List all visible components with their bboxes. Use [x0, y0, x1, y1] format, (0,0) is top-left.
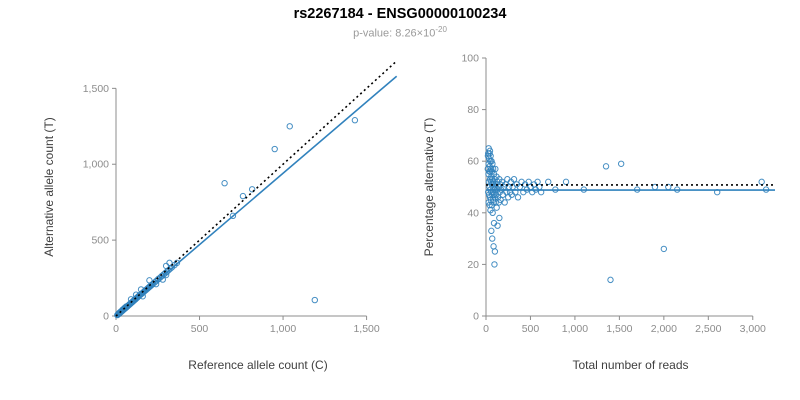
svg-text:1,000: 1,000: [83, 159, 109, 171]
svg-text:2,500: 2,500: [695, 323, 721, 335]
right-x-axis-label: Total number of reads: [572, 358, 689, 372]
svg-text:1,500: 1,500: [83, 83, 109, 95]
svg-text:1,500: 1,500: [606, 323, 632, 335]
svg-text:0: 0: [113, 323, 119, 335]
svg-text:500: 500: [522, 323, 540, 335]
svg-text:0: 0: [103, 311, 109, 323]
svg-text:0: 0: [473, 311, 479, 323]
right-scatter-plot: 0 500 1,000 1,500 2,000 2,500 3,000 0 20 40 60 80 10…: [461, 53, 775, 335]
svg-text:1,500: 1,500: [353, 323, 379, 335]
svg-text:100: 100: [461, 53, 479, 65]
left-x-axis-label: Reference allele count (C): [188, 358, 328, 372]
pvalue-exponent: -20: [435, 25, 447, 34]
left-scatter-plot: 0 500 1,000 1,500 0 500 1,000 1,500: [83, 60, 398, 335]
svg-text:1,000: 1,000: [562, 323, 588, 335]
svg-text:500: 500: [91, 235, 109, 247]
right-y-axis-label: Percentage alternative (T): [422, 117, 436, 257]
svg-text:500: 500: [191, 323, 209, 335]
svg-text:1,000: 1,000: [270, 323, 296, 335]
svg-text:3,000: 3,000: [740, 323, 766, 335]
chart-title: rs2267184 - ENSG00000100234: [293, 6, 507, 22]
svg-text:60: 60: [467, 156, 479, 168]
svg-text:80: 80: [467, 104, 479, 116]
chart-subtitle: p-value: 8.26×10-20: [0, 25, 800, 40]
pvalue-text: p-value: 8.26×10: [353, 27, 436, 40]
svg-text:2,000: 2,000: [651, 323, 677, 335]
left-y-axis-label: Alternative allele count (T): [42, 117, 56, 257]
svg-text:40: 40: [467, 207, 479, 219]
svg-text:20: 20: [467, 259, 479, 271]
svg-text:0: 0: [483, 323, 489, 335]
